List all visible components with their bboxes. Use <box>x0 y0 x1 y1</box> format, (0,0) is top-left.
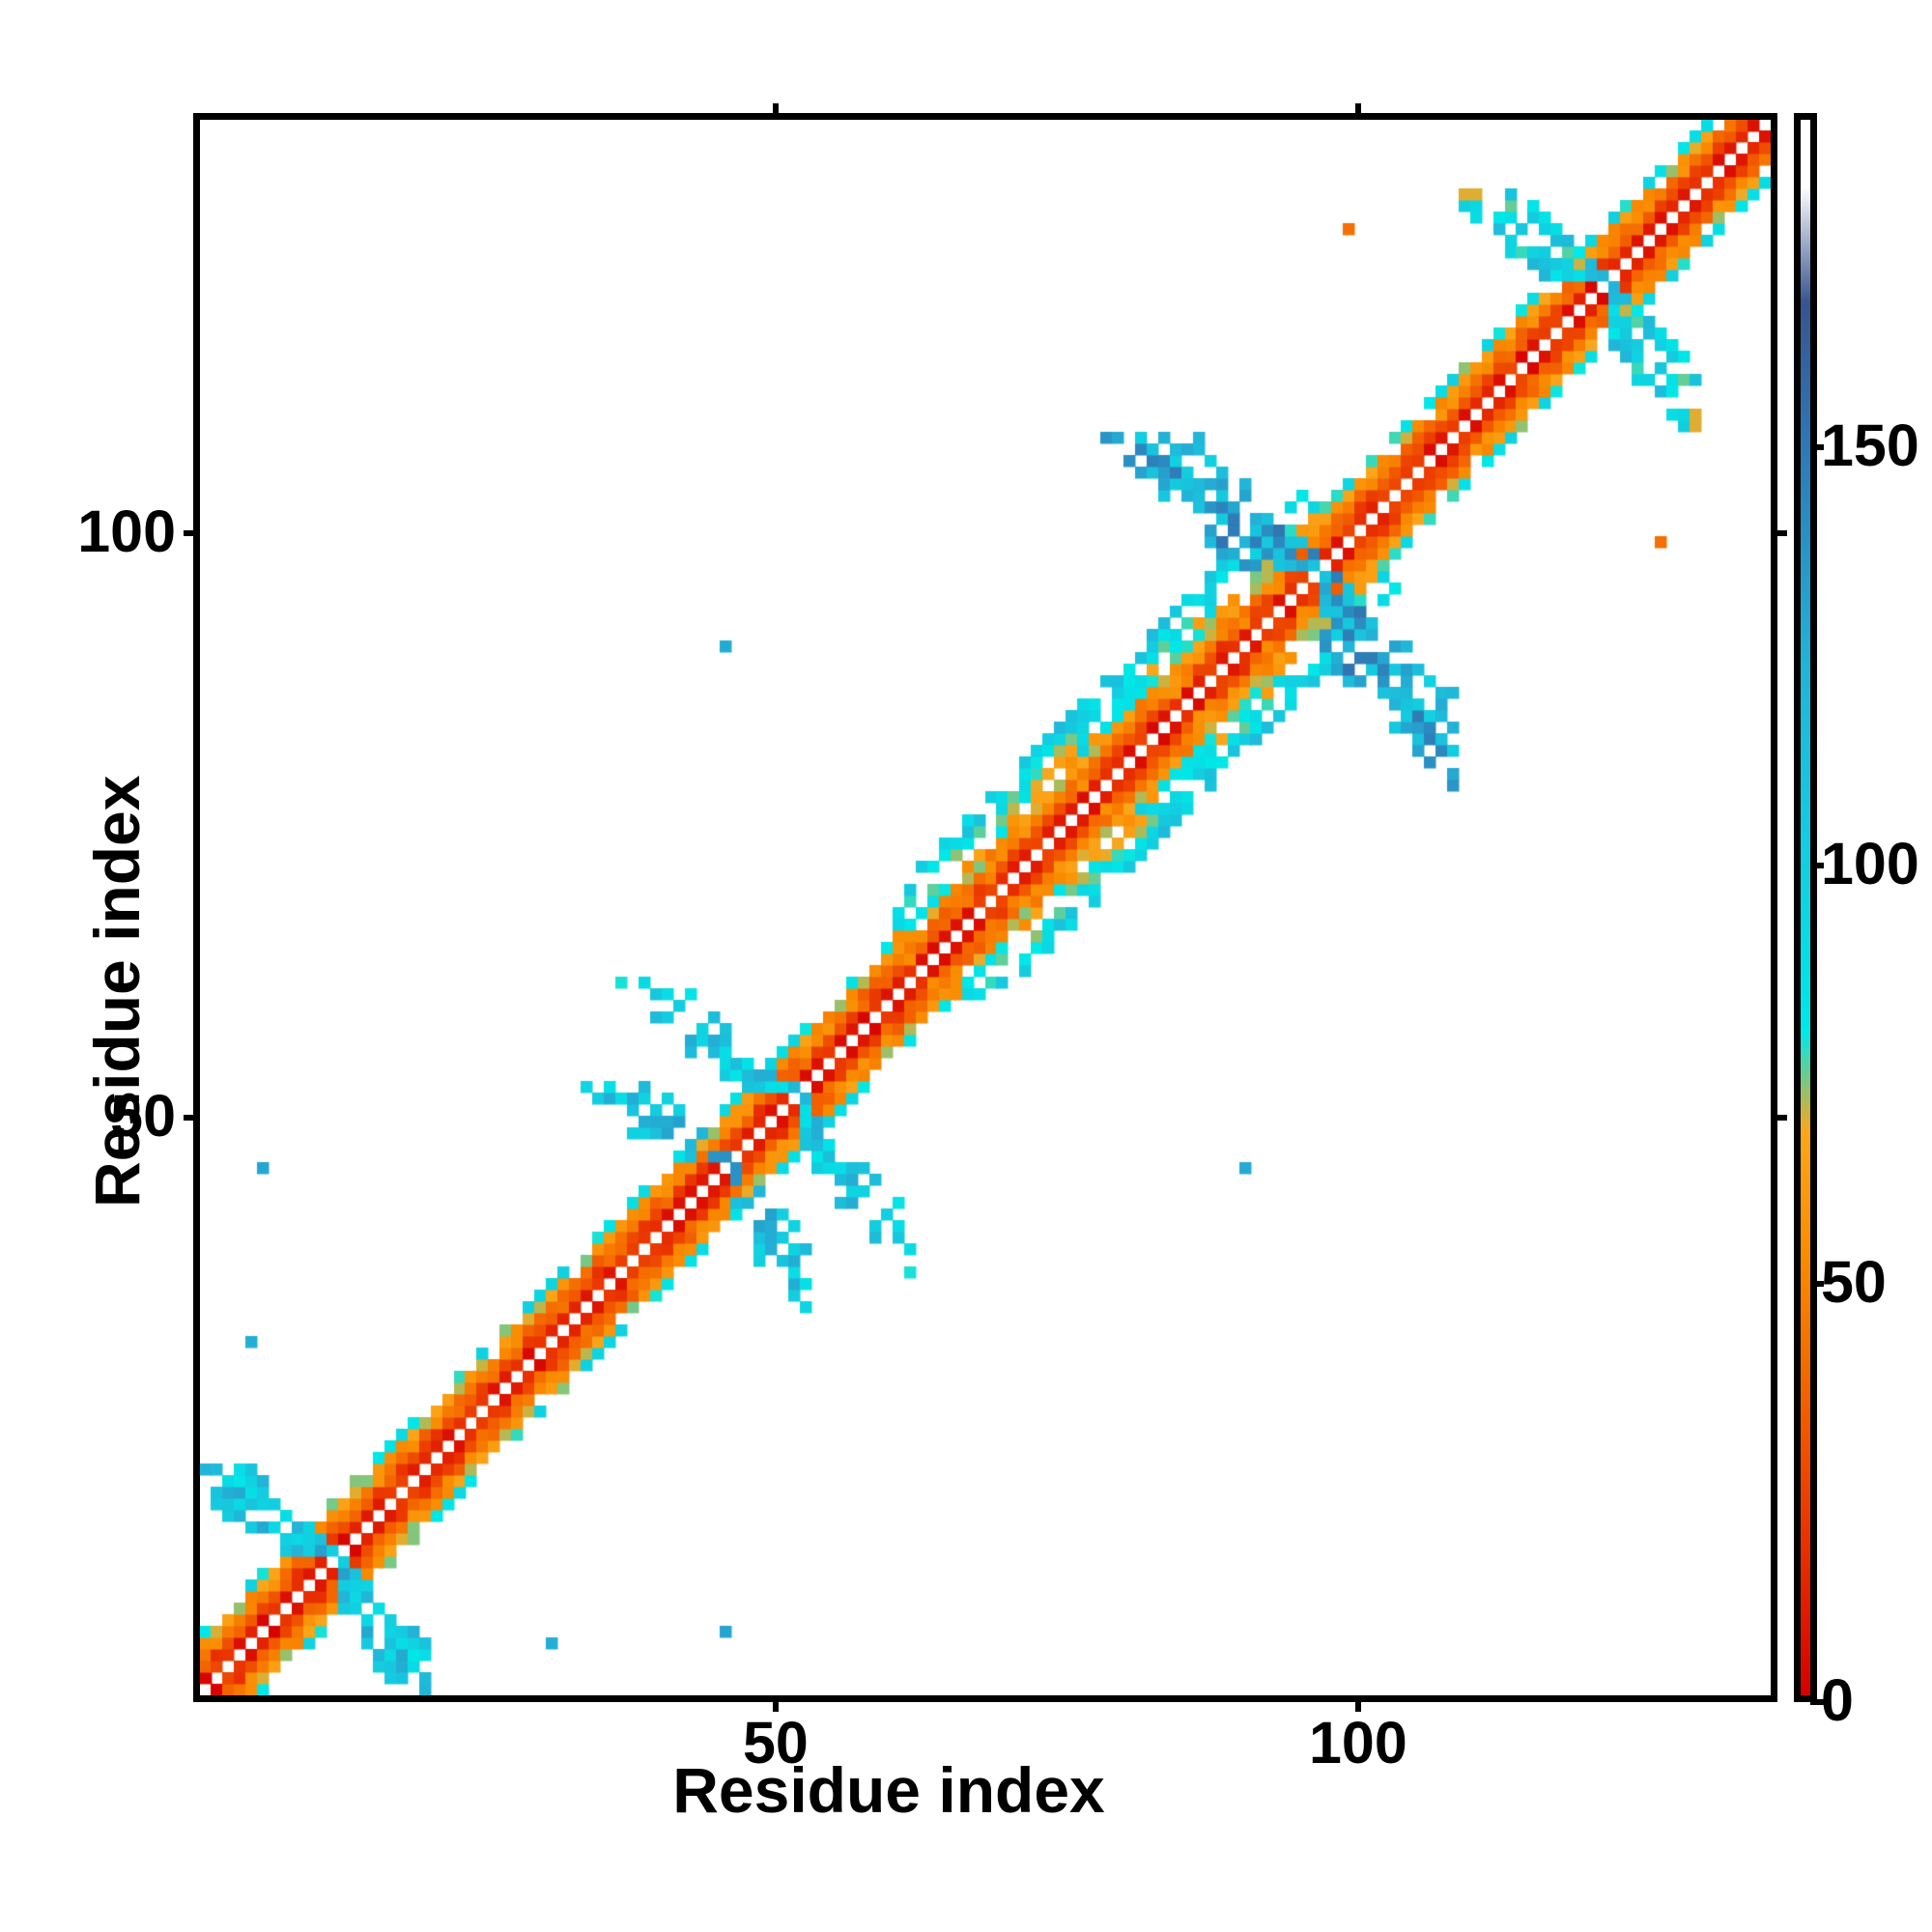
colorbar-tick-label: 150 <box>1821 412 1919 479</box>
y-axis-title: Residue index <box>81 775 153 1208</box>
x-axis-tick <box>772 1695 779 1712</box>
colorbar-tick <box>1810 1699 1824 1705</box>
x-axis-tick-label: 50 <box>743 1710 809 1776</box>
x-axis-tick <box>1354 1695 1361 1712</box>
contact-map-plot-area <box>193 113 1777 1702</box>
colorbar-tick <box>1810 863 1824 869</box>
x-axis-tick-top <box>772 103 779 120</box>
y-axis-tick-right <box>1771 530 1787 537</box>
y-axis-tick-label: 50 <box>110 1083 176 1150</box>
colorbar <box>1794 113 1817 1702</box>
y-axis-tick-label: 100 <box>77 498 176 565</box>
y-axis-tick <box>184 1115 200 1122</box>
y-axis-tick <box>184 530 200 537</box>
colorbar-frame <box>1794 113 1817 1702</box>
x-axis-tick-top <box>1354 103 1361 120</box>
colorbar-tick <box>1810 444 1824 451</box>
colorbar-gradient <box>1801 120 1810 1695</box>
x-axis-tick-label: 100 <box>1308 1710 1407 1776</box>
colorbar-tick <box>1810 1281 1824 1288</box>
y-axis-tick-right <box>1771 1115 1787 1122</box>
x-axis-title: Residue index <box>672 1754 1105 1826</box>
contact-map-heatmap <box>200 120 1771 1695</box>
colorbar-tick-label: 100 <box>1821 831 1919 897</box>
colorbar-tick-label: 50 <box>1821 1249 1887 1316</box>
colorbar-tick-label: 0 <box>1821 1667 1854 1733</box>
